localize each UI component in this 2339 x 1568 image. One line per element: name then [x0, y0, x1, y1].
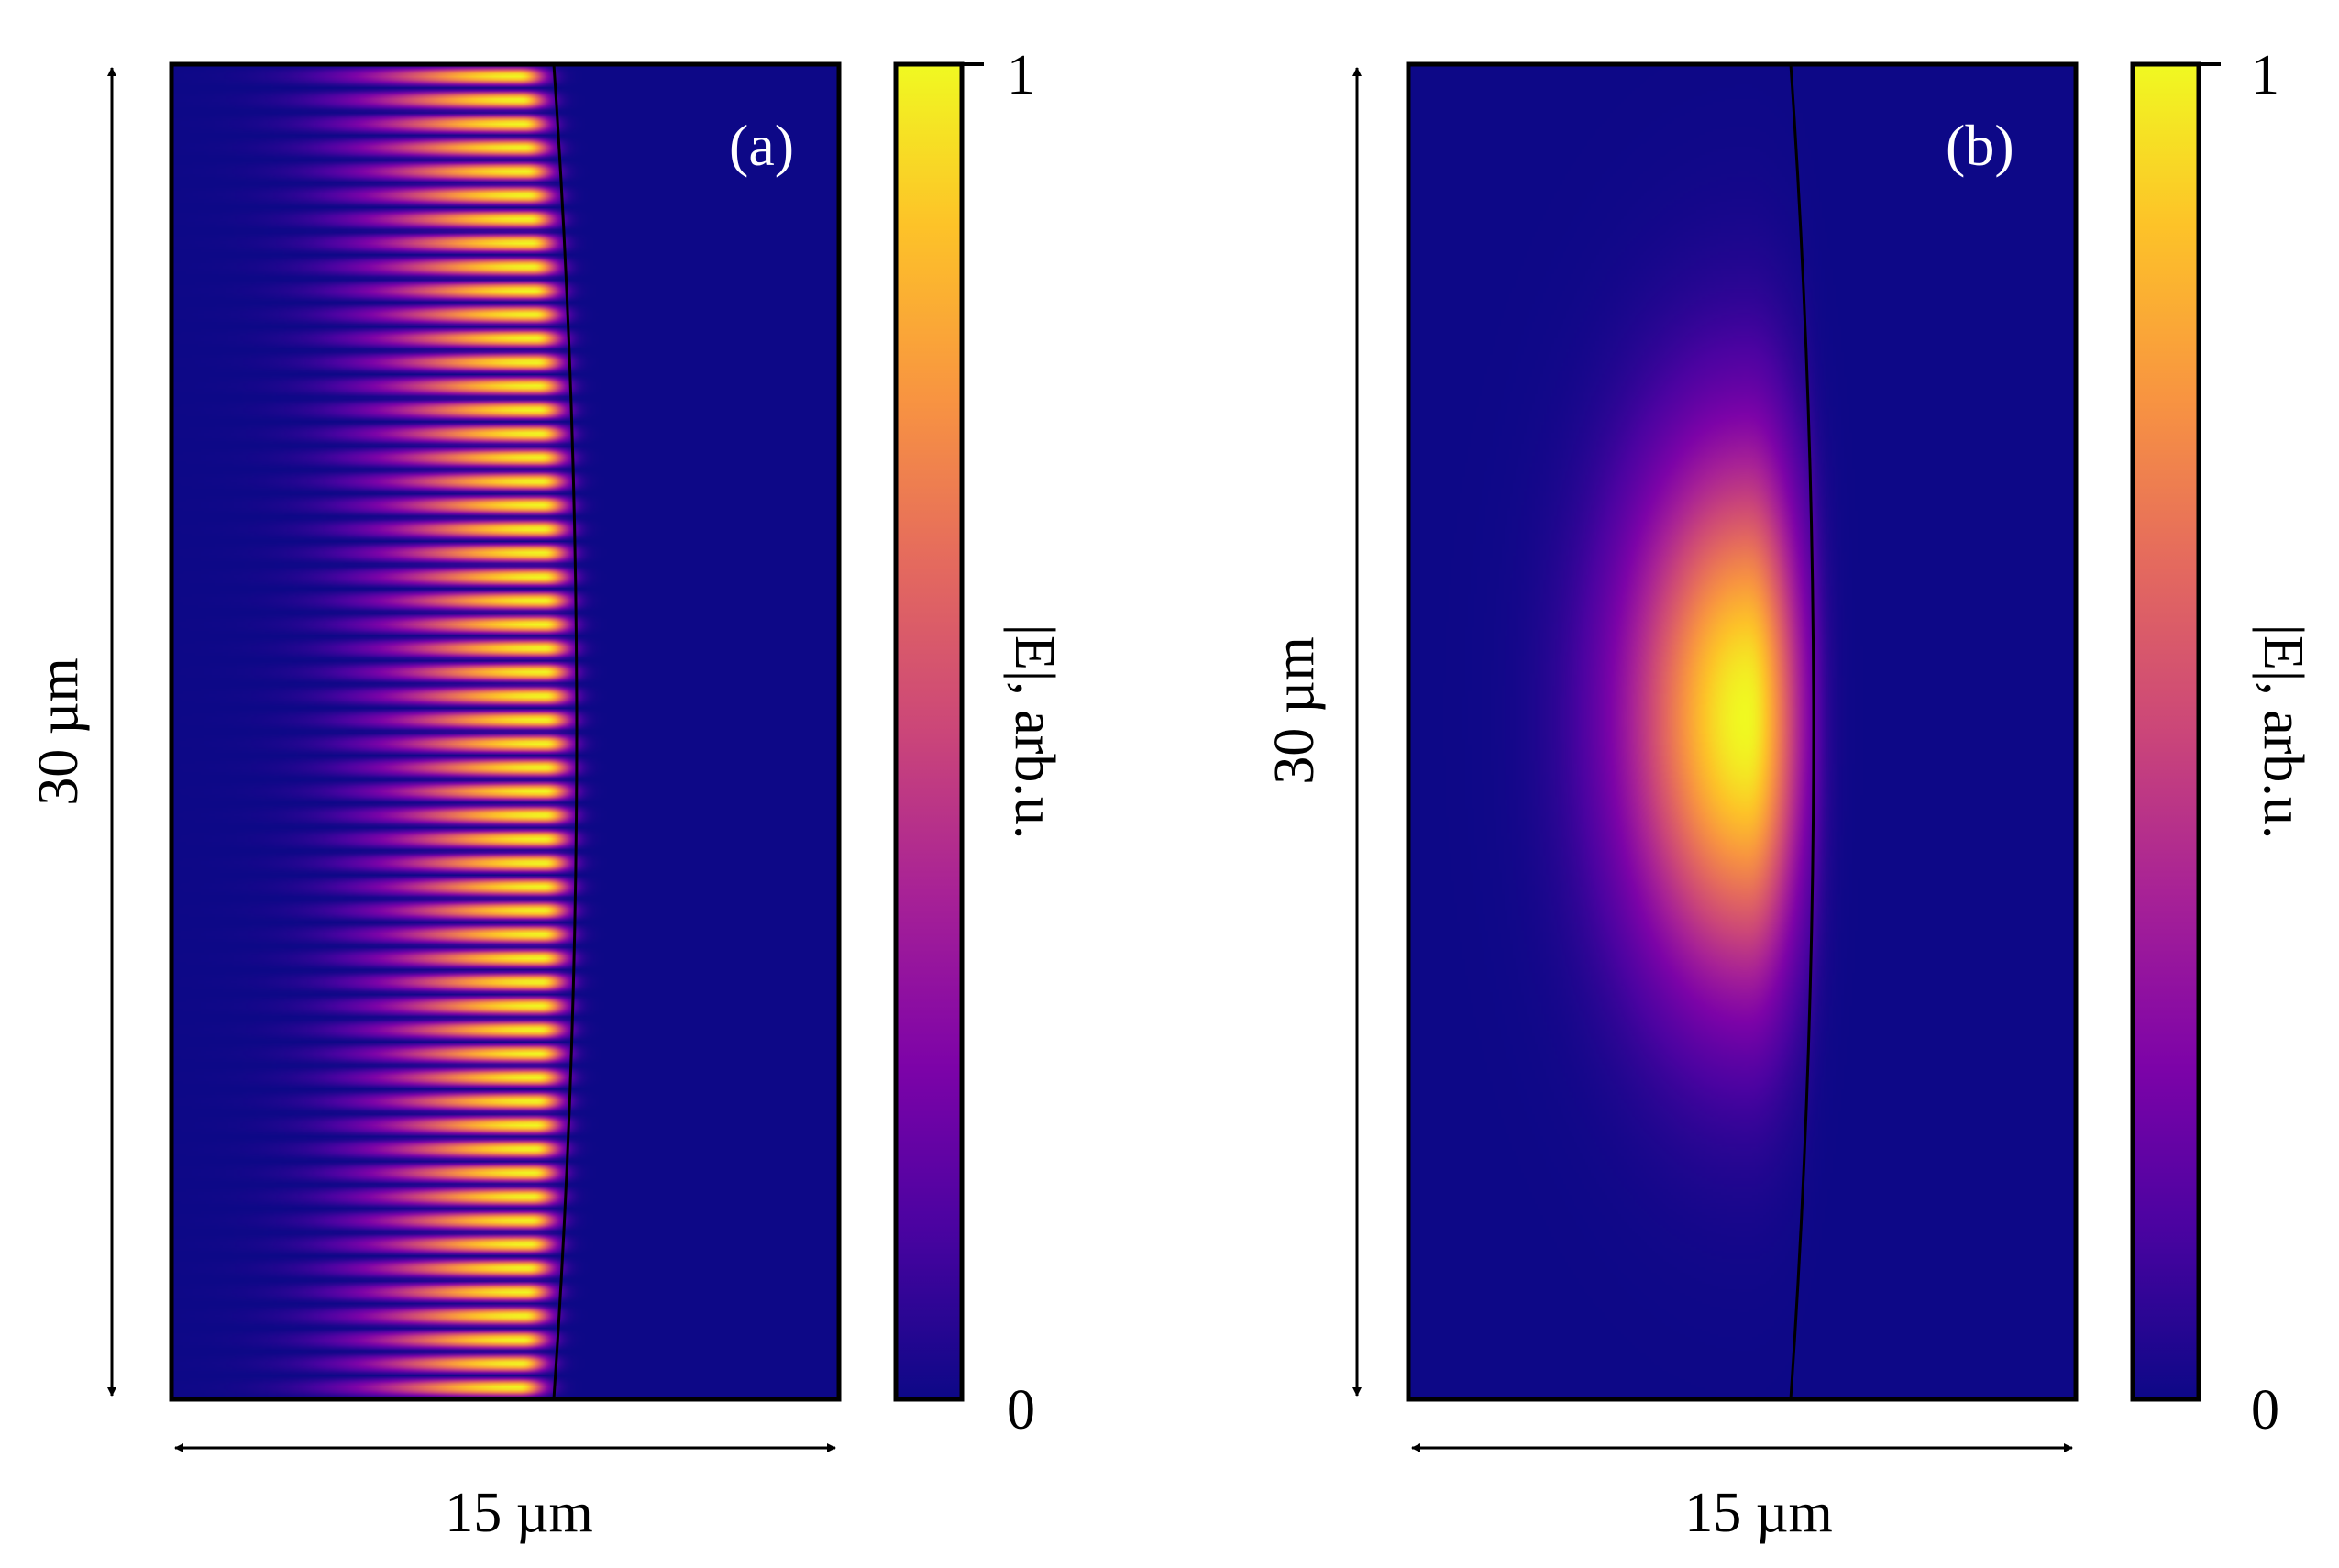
width-label: 15 µm — [1684, 1482, 1832, 1544]
colorbar-min-label: 0 — [1007, 1379, 1035, 1441]
panel-b: (b) 30 µm 15 µm 1 0 |E|, arb.u. — [1263, 44, 2314, 1544]
width-label: 15 µm — [445, 1482, 592, 1544]
panel-a: (a) 30 µm 15 µm 1 0 |E|, arb.u. — [28, 44, 1065, 1544]
colorbar-label: |E|, arb.u. — [2252, 624, 2314, 840]
heatmap-image — [171, 64, 839, 1399]
plot-frame — [1406, 61, 2079, 1402]
boundary-curve — [552, 63, 579, 1400]
plot-frame — [169, 61, 842, 1402]
colorbar-max-label: 1 — [1007, 44, 1035, 106]
panel-label: (a) — [729, 113, 794, 178]
colorbar — [893, 61, 965, 1402]
panel-label: (b) — [1946, 113, 2014, 178]
boundary-curve — [1789, 63, 1815, 1400]
colorbar-min-label: 0 — [2251, 1379, 2279, 1441]
colorbar-max-label: 1 — [2251, 44, 2279, 106]
colorbar — [2130, 61, 2201, 1402]
height-label: 30 µm — [28, 657, 90, 805]
heatmap-image — [1408, 64, 2076, 1399]
colorbar-label: |E|, arb.u. — [1003, 624, 1065, 840]
height-label: 30 µm — [1263, 636, 1326, 784]
